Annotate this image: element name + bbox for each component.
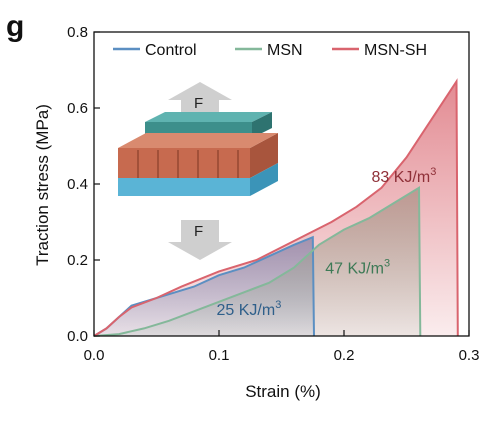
x-tick-label: 0.2 (334, 347, 355, 364)
y-tick-label: 0.2 (67, 252, 88, 269)
legend-label-msn: MSN (267, 42, 303, 59)
energy-annotation: 25 KJ/m3 (217, 299, 282, 319)
bottom-plate-front (118, 178, 250, 196)
series-lines (93, 78, 459, 337)
brick-grooves (137, 150, 239, 178)
force-label-bottom: F (194, 223, 203, 240)
legend-label-control: Control (145, 42, 197, 59)
bottom-plate-side (250, 163, 278, 196)
y-tick-label: 0.8 (67, 24, 88, 41)
force-arrow-down (168, 220, 232, 260)
panel-label: g (6, 10, 24, 43)
series-areas (94, 81, 458, 337)
force-label-top: F (194, 95, 203, 112)
mortar-layer-front (118, 148, 250, 178)
y-axis-label: Traction stress (MPa) (33, 104, 52, 266)
series-line-msn-sh (93, 78, 459, 337)
energy-annotations: 25 KJ/m3 47 KJ/m3 83 KJ/m3 (217, 166, 437, 319)
x-axis-label: Strain (%) (245, 382, 321, 401)
top-plate-side (252, 112, 272, 138)
y-tick-label: 0.6 (67, 100, 88, 117)
x-tick-label: 0.1 (209, 347, 230, 364)
series-line-msn (93, 186, 422, 337)
x-tick-label: 0.3 (459, 347, 480, 364)
legend: Control MSN MSN-SH (113, 42, 427, 59)
top-plate-face (145, 112, 272, 122)
y-tick-label: 0.4 (67, 176, 88, 193)
series-area-msn-sh (94, 81, 458, 337)
mortar-layer-top (118, 133, 278, 148)
y-tick-label: 0.0 (67, 328, 88, 345)
sample-schematic-illustration: F F (118, 82, 278, 260)
x-tick-label: 0.0 (84, 347, 105, 364)
legend-label-msn-sh: MSN-SH (364, 42, 427, 59)
energy-annotation: 83 KJ/m3 (372, 166, 437, 186)
axes: 0.0 0.1 0.2 0.3 0.0 0.2 0.4 0.6 0.8 (67, 24, 479, 364)
energy-annotation: 47 KJ/m3 (325, 257, 390, 277)
